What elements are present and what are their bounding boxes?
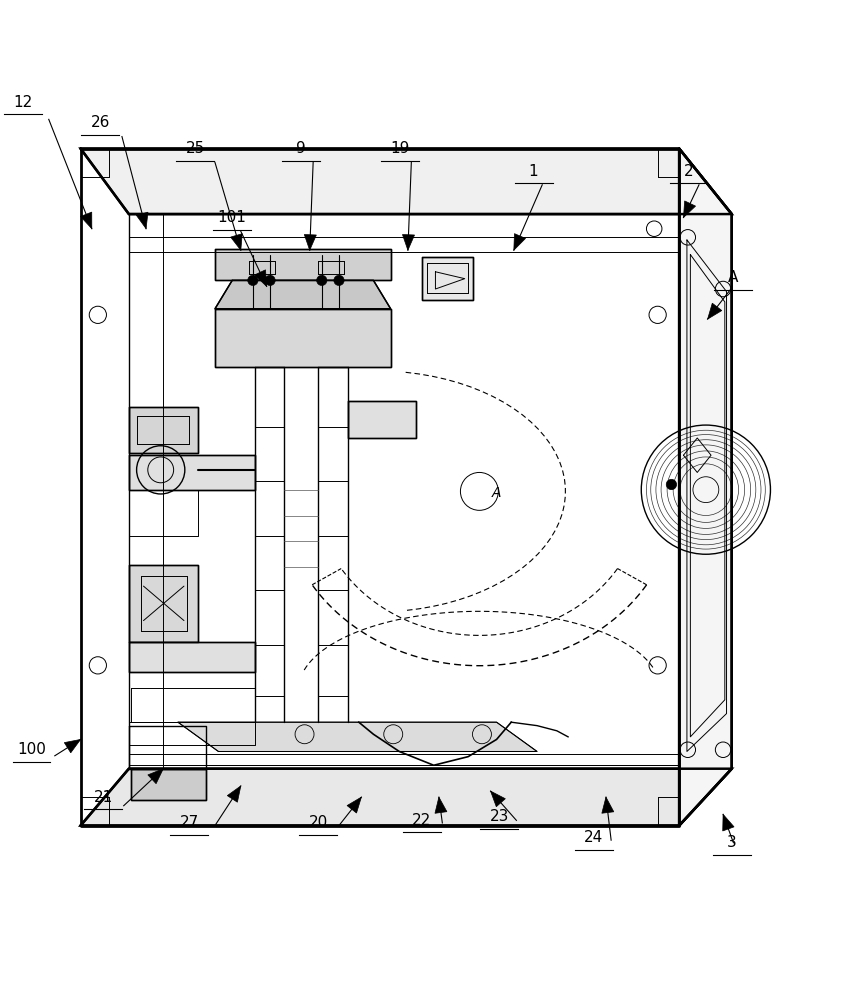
Text: 19: 19 bbox=[391, 141, 410, 156]
Text: 24: 24 bbox=[584, 830, 604, 845]
Text: 26: 26 bbox=[91, 115, 110, 130]
Polygon shape bbox=[129, 565, 198, 642]
Text: 25: 25 bbox=[186, 141, 205, 156]
Polygon shape bbox=[435, 797, 447, 813]
Polygon shape bbox=[231, 234, 242, 250]
Polygon shape bbox=[80, 149, 732, 214]
Polygon shape bbox=[148, 769, 163, 784]
Circle shape bbox=[666, 479, 677, 490]
Text: A: A bbox=[728, 270, 739, 285]
Polygon shape bbox=[80, 769, 732, 826]
Polygon shape bbox=[64, 739, 80, 753]
Polygon shape bbox=[491, 791, 505, 807]
Text: 22: 22 bbox=[412, 813, 431, 828]
Polygon shape bbox=[679, 149, 732, 826]
Polygon shape bbox=[80, 212, 92, 229]
Text: 21: 21 bbox=[93, 790, 112, 805]
Polygon shape bbox=[227, 786, 241, 802]
Circle shape bbox=[316, 275, 327, 286]
Polygon shape bbox=[130, 769, 206, 800]
Polygon shape bbox=[215, 249, 391, 280]
Polygon shape bbox=[129, 642, 256, 672]
Text: 12: 12 bbox=[13, 95, 33, 110]
Circle shape bbox=[334, 275, 344, 286]
Polygon shape bbox=[178, 722, 537, 751]
Text: 27: 27 bbox=[180, 815, 199, 830]
Text: 20: 20 bbox=[308, 815, 328, 830]
Text: 101: 101 bbox=[218, 210, 246, 225]
Polygon shape bbox=[347, 797, 361, 813]
Text: 9: 9 bbox=[296, 141, 306, 156]
Polygon shape bbox=[255, 270, 267, 286]
Polygon shape bbox=[129, 407, 198, 453]
Polygon shape bbox=[722, 814, 734, 831]
Polygon shape bbox=[514, 234, 525, 250]
Circle shape bbox=[265, 275, 276, 286]
Text: 100: 100 bbox=[17, 742, 46, 757]
Polygon shape bbox=[602, 797, 613, 813]
Polygon shape bbox=[708, 303, 721, 319]
Polygon shape bbox=[403, 235, 415, 250]
Polygon shape bbox=[304, 235, 316, 250]
Text: 2: 2 bbox=[683, 164, 694, 179]
Text: 3: 3 bbox=[727, 835, 737, 850]
Polygon shape bbox=[129, 455, 256, 490]
Polygon shape bbox=[215, 280, 391, 309]
Circle shape bbox=[248, 275, 258, 286]
Polygon shape bbox=[137, 212, 148, 229]
Polygon shape bbox=[683, 201, 696, 218]
Polygon shape bbox=[347, 401, 416, 438]
Polygon shape bbox=[422, 257, 473, 300]
Text: 23: 23 bbox=[490, 809, 509, 824]
Polygon shape bbox=[215, 309, 391, 367]
Text: A: A bbox=[492, 486, 501, 500]
Text: 1: 1 bbox=[529, 164, 538, 179]
